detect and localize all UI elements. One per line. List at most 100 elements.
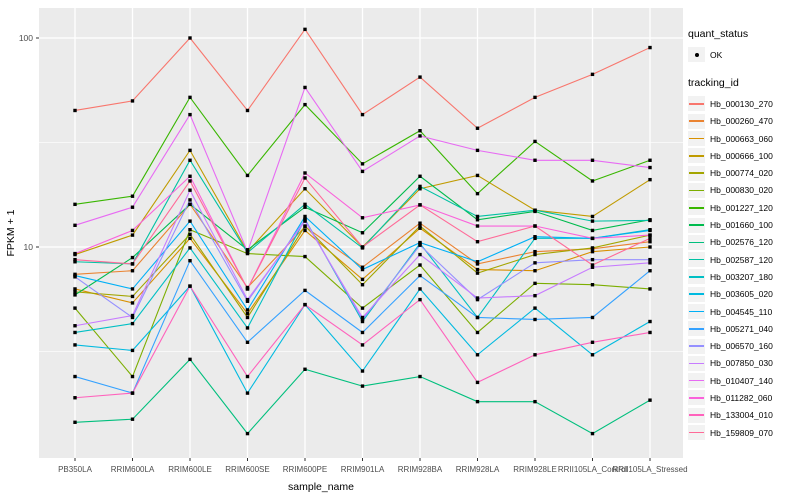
data-point (73, 306, 77, 310)
legend-tracking-id-items: Hb_000130_270 Hb_000260_470 Hb_000663_060 H… (688, 95, 800, 441)
data-point (648, 257, 652, 262)
legend-item-label: Hb_133004_010 (710, 410, 773, 421)
legend-item[interactable]: Hb_002576_120 (688, 234, 800, 251)
legend-item[interactable]: Hb_007850_030 (688, 355, 800, 372)
legend-item[interactable]: Hb_010407_140 (688, 372, 800, 389)
data-point (475, 240, 480, 244)
legend-item[interactable]: Hb_003605_020 (688, 286, 800, 303)
data-point (418, 75, 422, 79)
data-point (303, 27, 307, 32)
data-point (245, 340, 250, 344)
legend-item[interactable]: Hb_133004_010 (688, 407, 800, 424)
data-point (360, 330, 365, 335)
data-point (303, 219, 307, 223)
legend-item[interactable]: Hb_001660_100 (688, 216, 800, 233)
data-point (303, 214, 307, 219)
black-point-icon (688, 47, 705, 63)
data-point (245, 326, 250, 330)
data-point (188, 188, 192, 192)
data-point (418, 134, 422, 138)
legend-item-label: Hb_005271_040 (710, 323, 773, 334)
data-point (648, 165, 652, 170)
data-point (360, 283, 365, 287)
data-point (360, 369, 365, 373)
data-point (590, 283, 595, 287)
data-point (475, 214, 480, 219)
data-point (533, 235, 537, 239)
data-point (245, 297, 250, 302)
data-point (590, 249, 595, 254)
data-point (360, 306, 365, 310)
data-point (590, 340, 595, 344)
legend-item-label: Hb_000260_470 (710, 116, 773, 127)
data-point (475, 218, 480, 222)
legend-item[interactable]: Hb_000830_020 (688, 182, 800, 199)
data-point (130, 287, 135, 291)
data-point (590, 246, 595, 250)
data-point (303, 102, 307, 107)
data-point (648, 240, 652, 244)
data-point (245, 249, 250, 254)
legend-item[interactable]: Hb_011282_060 (688, 389, 800, 406)
data-point (360, 277, 365, 282)
data-point (73, 251, 77, 256)
legend-item[interactable]: Hb_001227_120 (688, 199, 800, 216)
data-point (648, 236, 652, 241)
data-point (130, 315, 135, 320)
legend-item[interactable]: Hb_005271_040 (688, 320, 800, 337)
data-point (418, 263, 422, 267)
legend-item-label: Hb_000774_020 (710, 168, 773, 179)
data-point (303, 254, 307, 259)
legend-item[interactable]: Hb_002587_120 (688, 251, 800, 268)
data-point (303, 367, 307, 371)
legend-item[interactable]: Hb_000130_270 (688, 95, 800, 112)
x-tick-label: RRII105LA_Stressed (612, 465, 687, 474)
data-point (245, 173, 250, 178)
data-point (130, 99, 135, 103)
legend-item[interactable]: Hb_159809_070 (688, 424, 800, 441)
data-point (130, 391, 135, 395)
data-point (590, 353, 595, 357)
data-point (130, 348, 135, 353)
legend-item[interactable]: Hb_000260_470 (688, 113, 800, 130)
data-point (245, 308, 250, 312)
data-point (533, 252, 537, 257)
data-point (475, 353, 480, 357)
data-point (648, 228, 652, 233)
legend-item[interactable]: Hb_000666_100 (688, 147, 800, 164)
legend-item-ok[interactable]: OK (688, 46, 800, 63)
data-point (245, 315, 250, 320)
data-point (360, 216, 365, 220)
legend-item[interactable]: Hb_006570_160 (688, 337, 800, 354)
legend-line-key-icon (688, 425, 705, 441)
data-point (533, 399, 537, 404)
data-point (533, 269, 537, 273)
data-point (188, 236, 192, 241)
legend-line-key-icon (688, 234, 705, 250)
data-point (188, 227, 192, 232)
legend-item[interactable]: Hb_004545_110 (688, 303, 800, 320)
data-point (418, 187, 422, 191)
legend-item-label: Hb_003207_180 (710, 271, 773, 282)
data-point (188, 202, 192, 207)
data-point (188, 95, 192, 100)
data-point (130, 255, 135, 260)
data-point (648, 177, 652, 182)
data-point (130, 228, 135, 233)
data-point (73, 343, 77, 347)
legend: quant_status OK tracking_id Hb_000130_27… (688, 28, 800, 455)
data-point (130, 294, 135, 299)
data-point (303, 224, 307, 228)
data-point (475, 315, 480, 320)
data-point (188, 36, 192, 40)
data-point (130, 194, 135, 198)
data-point (475, 191, 480, 196)
data-point (303, 205, 307, 209)
legend-line-key-icon (688, 96, 705, 112)
legend-item[interactable]: Hb_000663_060 (688, 130, 800, 147)
x-tick-label: RRII105LA_Control (558, 465, 628, 474)
legend-item[interactable]: Hb_000774_020 (688, 164, 800, 181)
legend-item[interactable]: Hb_003207_180 (688, 268, 800, 285)
legend-line-key-icon (688, 252, 705, 268)
data-point (73, 287, 77, 291)
